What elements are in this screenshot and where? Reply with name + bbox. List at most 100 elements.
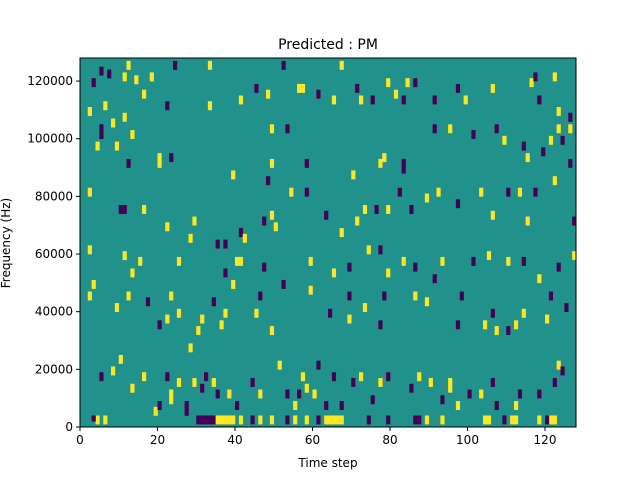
- heatmap-cell: [517, 187, 523, 191]
- heatmap-cell: [297, 89, 302, 93]
- heatmap-cell: [324, 406, 329, 410]
- heatmap-cell: [494, 401, 499, 405]
- heatmap-cell: [548, 294, 554, 298]
- heatmap-cell: [436, 190, 441, 194]
- heatmap-cell: [207, 60, 213, 65]
- heatmap-cell: [568, 112, 573, 116]
- heatmap-cell: [440, 259, 445, 263]
- heatmap-cell: [424, 193, 430, 197]
- heatmap-cell: [494, 130, 499, 134]
- heatmap-cell: [328, 418, 333, 422]
- heatmap-cell: [130, 135, 135, 140]
- heatmap-cell: [409, 389, 414, 393]
- heatmap-cell: [285, 418, 290, 422]
- heatmap-cell: [207, 101, 213, 105]
- heatmap-cell: [107, 69, 112, 73]
- heatmap-cell: [386, 274, 391, 278]
- heatmap-cell: [231, 421, 236, 425]
- heatmap-cell: [211, 418, 216, 422]
- heatmap-cell: [297, 83, 302, 88]
- heatmap-cell: [169, 392, 174, 396]
- heatmap-cell: [157, 401, 162, 405]
- heatmap-cell: [506, 262, 511, 266]
- heatmap-cell: [269, 127, 275, 131]
- heatmap-cell: [432, 274, 437, 278]
- heatmap-cell: [467, 389, 472, 393]
- heatmap-cell: [486, 256, 492, 261]
- heatmap-cell: [126, 158, 131, 163]
- x-tick-label: 100: [456, 433, 479, 447]
- heatmap-cell: [455, 199, 461, 203]
- heatmap-cell: [188, 239, 193, 243]
- heatmap-cell: [91, 418, 96, 422]
- heatmap-cell: [525, 222, 530, 226]
- heatmap-cell: [223, 415, 228, 419]
- heatmap-cell: [308, 256, 313, 261]
- heatmap-cell: [514, 401, 519, 405]
- heatmap-cell: [362, 210, 368, 214]
- heatmap-cell: [262, 265, 267, 269]
- heatmap-cell: [548, 135, 554, 140]
- heatmap-cell: [548, 291, 554, 295]
- heatmap-cell: [304, 421, 309, 425]
- heatmap-cell: [545, 421, 550, 425]
- heatmap-cell: [304, 418, 309, 422]
- heatmap-cell: [99, 375, 104, 379]
- heatmap-cell: [541, 147, 546, 151]
- heatmap-cell: [331, 372, 337, 376]
- heatmap-cell: [467, 392, 472, 396]
- heatmap-cell: [514, 406, 519, 410]
- heatmap-cell: [514, 403, 519, 408]
- heatmap-cell: [87, 187, 92, 191]
- heatmap-cell: [424, 300, 430, 304]
- heatmap-cell: [285, 127, 290, 131]
- heatmap-cell: [285, 389, 290, 393]
- heatmap-cell: [370, 398, 375, 402]
- heatmap-cell: [157, 158, 162, 163]
- heatmap-cell: [355, 83, 360, 88]
- heatmap-cell: [153, 409, 158, 413]
- heatmap-cell: [269, 210, 275, 214]
- heatmap-cell: [258, 415, 263, 419]
- heatmap-cell: [215, 415, 220, 419]
- heatmap-cell: [157, 323, 162, 327]
- heatmap-cell: [262, 219, 267, 223]
- heatmap-cell: [293, 403, 298, 408]
- x-tick-label: 40: [227, 433, 242, 447]
- heatmap-cell: [409, 383, 414, 387]
- heatmap-cell: [339, 66, 344, 70]
- heatmap-cell: [479, 190, 484, 194]
- heatmap-cell: [281, 285, 286, 289]
- heatmap-cell: [548, 138, 554, 142]
- heatmap-cell: [378, 383, 383, 387]
- heatmap-cell: [176, 311, 182, 315]
- heatmap-cell: [568, 127, 573, 131]
- heatmap-cell: [184, 406, 189, 410]
- heatmap-cell: [184, 403, 189, 408]
- heatmap-cell: [304, 158, 309, 163]
- heatmap-cell: [223, 268, 228, 272]
- heatmap-cell: [285, 124, 290, 128]
- heatmap-cell: [413, 265, 418, 269]
- heatmap-cell: [99, 124, 104, 128]
- heatmap-cell: [157, 320, 162, 324]
- heatmap-cell: [440, 418, 445, 422]
- heatmap-cell: [204, 418, 209, 422]
- heatmap-cell: [424, 303, 430, 307]
- x-tick-label: 60: [305, 433, 320, 447]
- heatmap-cell: [486, 421, 492, 425]
- heatmap-cell: [188, 233, 193, 238]
- heatmap-cell: [514, 421, 519, 425]
- heatmap-cell: [506, 259, 511, 263]
- heatmap-cell: [142, 92, 147, 96]
- heatmap-cell: [297, 389, 302, 393]
- heatmap-cell: [200, 418, 205, 422]
- heatmap-cell: [204, 372, 209, 376]
- heatmap-cell: [455, 83, 461, 88]
- heatmap-cell: [537, 392, 542, 396]
- heatmap-cell: [386, 372, 391, 376]
- heatmap-cell: [215, 395, 220, 399]
- heatmap-cell: [300, 83, 306, 88]
- heatmap-cell: [269, 328, 275, 333]
- heatmap-cell: [359, 98, 364, 102]
